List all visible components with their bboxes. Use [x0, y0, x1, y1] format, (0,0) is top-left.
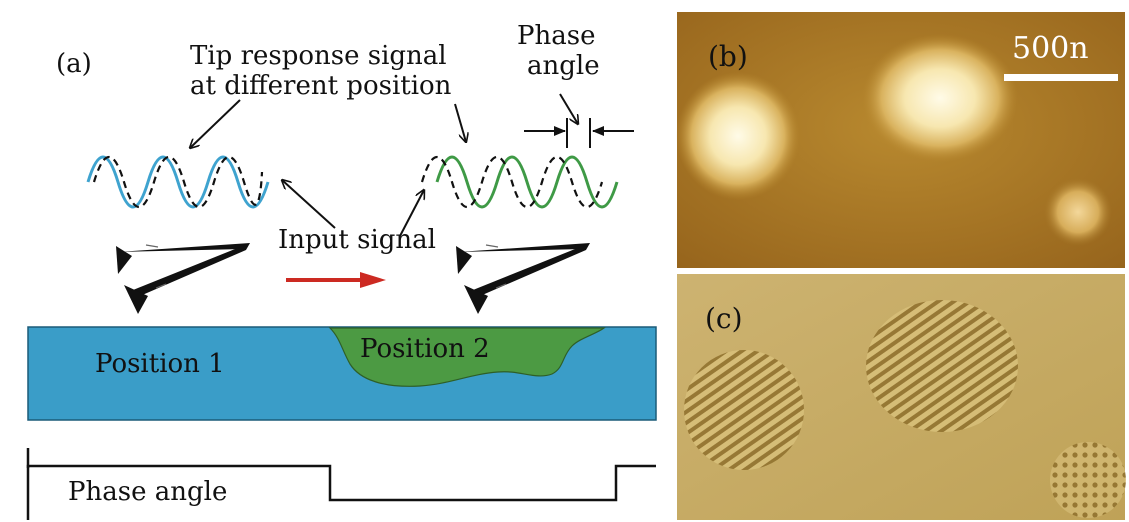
domain-pattern-left — [684, 350, 804, 470]
panel-b: (b) 500n — [676, 12, 1125, 268]
left-cantilever — [116, 243, 250, 314]
topography-grain-small — [1044, 178, 1112, 246]
position-2-label: Position 2 — [360, 334, 490, 364]
panel-a-label: (a) — [56, 49, 92, 79]
left-input-wave — [92, 156, 264, 208]
tip-response-label-line1: Tip response signal — [190, 41, 447, 71]
panel-c: (c) — [677, 274, 1126, 520]
panel-c-label: (c) — [705, 302, 743, 335]
tip-response-label-line2: at different position — [190, 71, 452, 101]
arrow-input-signal-left — [282, 180, 336, 229]
topography-grain-center — [862, 34, 1018, 162]
scale-bar-label: 500n — [1012, 31, 1089, 66]
left-tip-response-wave — [86, 155, 270, 209]
right-cantilever — [456, 243, 590, 314]
panel-a: (a) Tip response signal at different pos… — [26, 21, 657, 520]
phase-angle-top-line1: Phase — [517, 21, 595, 51]
scale-bar — [1004, 74, 1118, 81]
right-input-wave — [420, 156, 604, 208]
domain-pattern-small — [1050, 442, 1126, 518]
input-signal-label: Input signal — [278, 225, 436, 255]
domain-pattern-center — [866, 300, 1018, 432]
right-tip-response-wave — [435, 155, 619, 209]
domain-region — [328, 327, 606, 387]
arrow-tip-response-right — [454, 103, 466, 142]
topography-grain-left — [676, 72, 800, 200]
panel-b-label: (b) — [708, 40, 748, 73]
arrow-phase-angle-label — [559, 93, 578, 124]
position-1-label: Position 1 — [95, 349, 225, 379]
scan-direction-arrowhead — [360, 272, 386, 288]
phase-angle-top-line2: angle — [527, 51, 600, 81]
arrow-input-signal-right — [399, 190, 424, 237]
phase-angle-bottom-label: Phase angle — [68, 477, 227, 507]
arrow-tip-response-left — [190, 99, 241, 148]
